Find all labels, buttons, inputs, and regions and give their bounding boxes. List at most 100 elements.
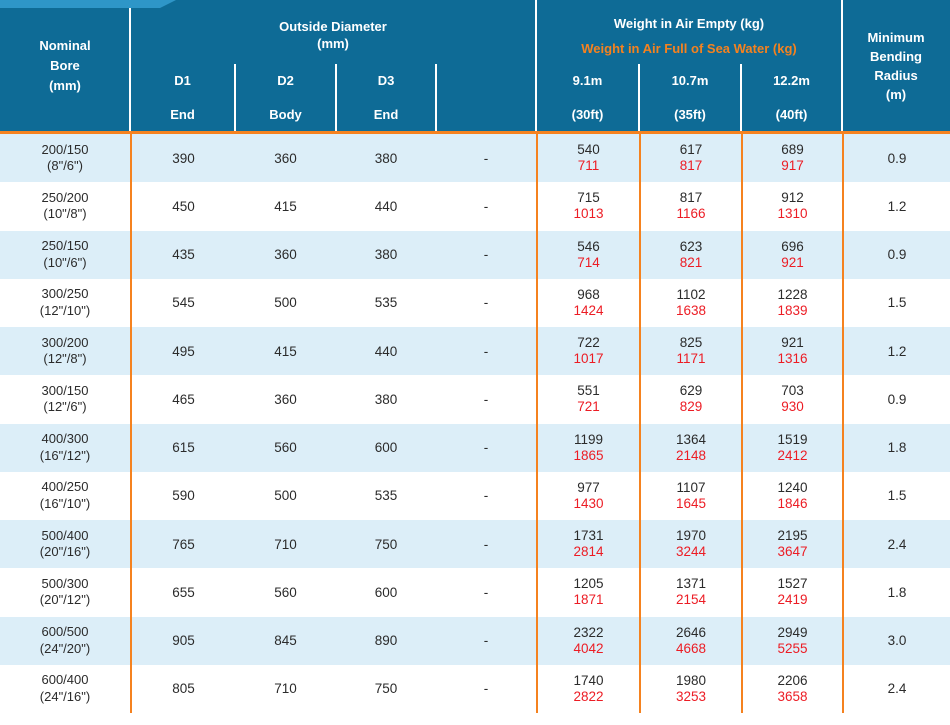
d4-cell: -: [483, 150, 489, 166]
bending-radius-cell: 1.2: [842, 327, 950, 376]
subheader-d4-position: [436, 97, 536, 131]
subheader-d1-position: End: [170, 106, 195, 122]
weight-full-value: 1171: [676, 351, 706, 367]
weight-12-2m-cell: 1519 2412: [741, 423, 842, 472]
d3-cell: 750: [374, 536, 398, 552]
d1-cell: 435: [130, 230, 235, 279]
bending-radius-cell: 2.4: [842, 520, 950, 569]
header-separator: [234, 64, 236, 131]
weight-empty-value: 2646: [675, 624, 707, 640]
header-separator: [638, 64, 640, 131]
weight-empty-title: Weight in Air Empty (kg): [613, 16, 765, 31]
d1-cell: 905: [130, 616, 235, 665]
weight-9-1m-cell: 540 711: [536, 134, 639, 183]
d4-cell: -: [483, 633, 489, 649]
weight-10-7m-cell: 1970 3244: [639, 520, 741, 569]
weight-10-7m-cell: 1371 2154: [639, 568, 741, 617]
header-separator: [335, 64, 337, 131]
weight-empty-value: 921: [781, 335, 804, 351]
weight-12-2m-cell: 2949 5255: [741, 616, 842, 665]
subheader-length-40ft: (40ft): [775, 106, 808, 122]
weight-full-value: 930: [781, 399, 804, 415]
table-body: 200/150 (8"/6") 390 360 380 - 540 711 61…: [0, 134, 950, 713]
weight-full-value: 2154: [675, 592, 707, 608]
weight-10-7m-cell: 629 829: [639, 375, 741, 424]
d4-cell: -: [483, 391, 489, 407]
weight-empty-value: 715: [577, 190, 600, 206]
weight-empty-value: 1107: [676, 479, 706, 495]
d2-cell: 710: [274, 681, 297, 697]
weight-full-value: 2148: [675, 447, 707, 463]
weight-empty-value: 1740: [573, 672, 604, 688]
d2-cell: 360: [274, 247, 297, 263]
d3-cell: 890: [374, 633, 398, 649]
weight-full-value: 2419: [777, 592, 808, 608]
weight-9-1m-cell: 722 1017: [536, 327, 639, 376]
weight-full-value: 1645: [675, 495, 707, 511]
d2-cell: 360: [274, 150, 297, 166]
weight-10-7m-cell: 1364 2148: [639, 423, 741, 472]
accent-band: [0, 0, 176, 8]
weight-10-7m-cell: 825 1171: [639, 327, 741, 376]
nominal-bore-cell: 600/400 (24"/16"): [39, 672, 91, 704]
nominal-bore-cell: 400/250 (16"/10"): [39, 479, 91, 511]
weight-empty-value: 546: [577, 238, 600, 254]
subheader-d4: [436, 64, 536, 97]
weight-full-value: 1017: [573, 351, 604, 367]
weight-empty-value: 2949: [777, 624, 808, 640]
header-underline: [0, 131, 950, 134]
d1-cell: 450: [130, 182, 235, 231]
weight-full-value: 1865: [573, 447, 604, 463]
header-weight-group: Weight in Air Empty (kg) Weight in Air F…: [536, 0, 842, 64]
nominal-bore-cell: 300/250 (12"/10"): [39, 286, 91, 318]
d4-cell: -: [483, 295, 489, 311]
subheader-d1: D1: [174, 73, 191, 88]
nominal-bore-cell: 200/150 (8"/6"): [41, 141, 89, 174]
bending-radius-cell: 0.9: [842, 230, 950, 279]
bending-radius-cell: 1.5: [842, 471, 950, 520]
d2-cell: 500: [274, 488, 297, 504]
subheader-length-30ft: (30ft): [571, 106, 604, 122]
weight-empty-value: 1371: [675, 576, 707, 592]
d2-cell: 560: [274, 440, 297, 456]
bending-radius-cell: 1.5: [842, 278, 950, 327]
weight-9-1m-cell: 2322 4042: [536, 616, 639, 665]
d3-cell: 380: [374, 247, 398, 263]
d3-cell: 535: [374, 488, 398, 504]
weight-full-value: 917: [781, 158, 804, 174]
table-row: 400/250 (16"/10") 590 500 535 - 977 1430…: [0, 471, 950, 520]
weight-empty-value: 817: [679, 190, 703, 206]
subheader-d3: D3: [377, 73, 395, 88]
weight-empty-value: 1199: [573, 431, 604, 447]
weight-10-7m-cell: 1107 1645: [639, 471, 741, 520]
subheader-d2: D2: [277, 73, 294, 88]
weight-empty-value: 912: [781, 190, 804, 206]
weight-empty-value: 1205: [573, 576, 604, 592]
weight-9-1m-cell: 1205 1871: [536, 568, 639, 617]
table-row: 250/200 (10"/8") 450 415 440 - 715 1013 …: [0, 182, 950, 231]
nominal-bore-cell: 500/300 (20"/12"): [39, 575, 91, 608]
subheader-length-12-2m: 12.2m: [773, 73, 810, 88]
d3-cell: 600: [374, 584, 398, 600]
header-min-bending-radius: Minimum Bending Radius (m): [867, 29, 925, 102]
weight-full-value: 4668: [675, 640, 707, 656]
d4-cell: -: [483, 584, 489, 600]
bending-radius-cell: 1.8: [842, 423, 950, 472]
weight-empty-value: 623: [679, 238, 703, 254]
weight-9-1m-cell: 968 1424: [536, 278, 639, 327]
weight-12-2m-cell: 696 921: [741, 230, 842, 279]
weight-12-2m-cell: 1527 2419: [741, 568, 842, 617]
weight-10-7m-cell: 623 821: [639, 230, 741, 279]
weight-empty-value: 696: [781, 238, 804, 254]
outside-diameter-title: Outside Diameter: [279, 19, 387, 34]
weight-empty-value: 1731: [573, 528, 604, 544]
weight-12-2m-cell: 2206 3658: [741, 664, 842, 713]
table-row: 300/250 (12"/10") 545 500 535 - 968 1424…: [0, 278, 950, 327]
weight-full-value: 1871: [573, 592, 604, 608]
table-row: 200/150 (8"/6") 390 360 380 - 540 711 61…: [0, 134, 950, 183]
weight-full-value: 1316: [777, 351, 808, 367]
d1-cell: 805: [130, 664, 235, 713]
d4-cell: -: [483, 488, 489, 504]
bending-radius-cell: 1.8: [842, 568, 950, 617]
